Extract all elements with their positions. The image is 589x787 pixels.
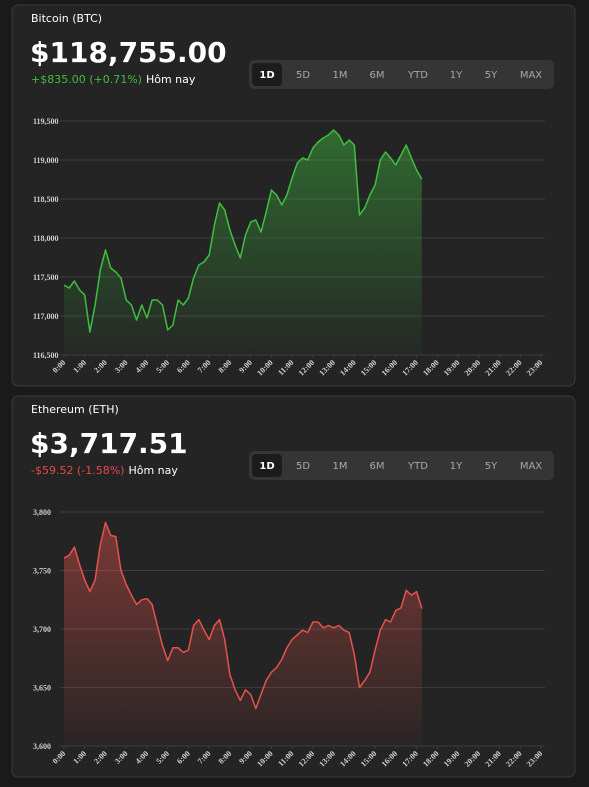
stock-panel: Ethereum (ETH) $3,717.51 -$59.52 (-1.58%) H… — [11, 395, 576, 778]
range-button[interactable]: YTD — [407, 70, 428, 81]
change-line: -$59.52 (-1.58%) Hôm nay — [31, 464, 178, 477]
range-button[interactable]: 5Y — [485, 461, 498, 472]
range-button[interactable]: MAX — [520, 70, 542, 81]
change-line: +$835.00 (+0.71%) Hôm nay — [31, 73, 196, 86]
y-tick-label: 119,500 — [33, 117, 59, 126]
area-fill — [64, 522, 422, 746]
change-period: Hôm nay — [146, 73, 196, 86]
y-tick-label: 117,000 — [33, 312, 59, 321]
price-line — [63, 521, 423, 710]
change-period: Hôm nay — [128, 464, 178, 477]
range-bar — [249, 60, 554, 89]
y-tick-label: 118,000 — [33, 234, 59, 243]
y-tick-label: 3,600 — [33, 742, 51, 751]
price-line — [63, 129, 423, 333]
price-change: +$835.00 (+0.71%) — [31, 73, 142, 86]
y-tick-label: 117,500 — [33, 273, 59, 282]
asset-title: Ethereum (ETH) — [31, 403, 119, 416]
range-button[interactable]: 6M — [370, 461, 385, 472]
range-button[interactable]: 1D — [259, 461, 274, 472]
range-selected — [252, 63, 282, 86]
price: $3,717.51 — [30, 427, 188, 460]
range-button[interactable]: 1D — [259, 70, 274, 81]
range-button[interactable]: YTD — [407, 461, 428, 472]
y-tick-label: 3,800 — [33, 508, 51, 517]
y-tick-label: 3,650 — [33, 684, 51, 693]
y-tick-label: 3,750 — [33, 567, 51, 576]
y-tick-label: 119,000 — [33, 156, 59, 165]
range-button[interactable]: MAX — [520, 461, 542, 472]
range-button[interactable]: 6M — [370, 70, 385, 81]
stock-panel: Bitcoin (BTC) $118,755.00 +$835.00 (+0.71%… — [11, 4, 576, 387]
area-fill — [64, 130, 422, 355]
y-tick-label: 118,500 — [33, 195, 59, 204]
price-change: -$59.52 (-1.58%) — [31, 464, 124, 477]
y-tick-label: 116,500 — [33, 351, 59, 360]
range-button[interactable]: 5D — [296, 70, 310, 81]
range-button[interactable]: 1M — [333, 461, 348, 472]
y-tick-label: 3,700 — [33, 625, 51, 634]
range-button[interactable]: 5D — [296, 461, 310, 472]
range-button[interactable]: 5Y — [485, 70, 498, 81]
range-selected — [252, 454, 282, 477]
range-button[interactable]: 1Y — [450, 70, 463, 81]
range-bar — [249, 451, 554, 480]
asset-title: Bitcoin (BTC) — [31, 12, 102, 25]
price: $118,755.00 — [30, 36, 227, 69]
range-button[interactable]: 1Y — [450, 461, 463, 472]
range-button[interactable]: 1M — [333, 70, 348, 81]
